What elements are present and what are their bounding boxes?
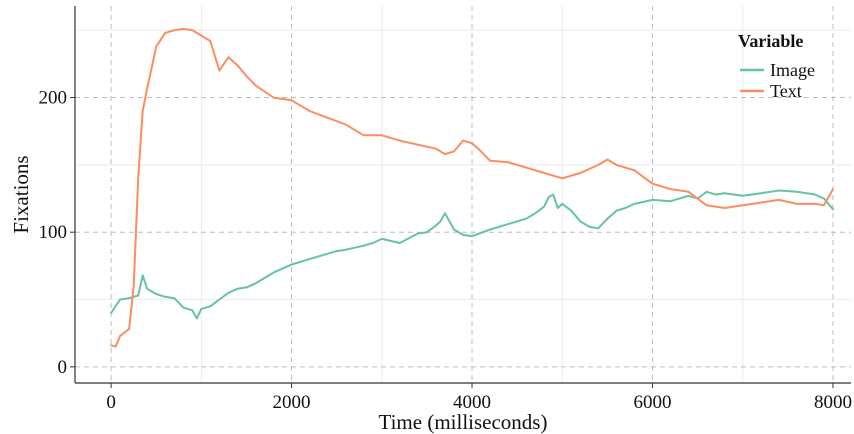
x-axis-label: Time (milliseconds) xyxy=(379,410,548,434)
legend-label-image: Image xyxy=(770,60,815,80)
y-axis-label: Fixations xyxy=(9,155,33,233)
legend-label-text: Text xyxy=(770,81,802,101)
x-tick-label: 0 xyxy=(106,392,116,413)
series-line-image xyxy=(110,189,834,320)
grid-layer xyxy=(75,6,851,383)
series-layer xyxy=(110,27,834,348)
x-tick-label: 2000 xyxy=(273,392,311,413)
x-tick-label: 6000 xyxy=(633,392,671,413)
x-tick-label: 4000 xyxy=(453,392,491,413)
series-line-text xyxy=(110,27,834,348)
axis-layer: 0 2000 4000 6000 8000 0 100 200 xyxy=(39,6,852,413)
legend-title: Variable xyxy=(738,31,803,51)
y-tick-label: 200 xyxy=(39,88,68,109)
y-tick-label: 100 xyxy=(39,222,68,243)
y-tick-label: 0 xyxy=(58,357,68,378)
x-tick-label: 8000 xyxy=(814,392,852,413)
